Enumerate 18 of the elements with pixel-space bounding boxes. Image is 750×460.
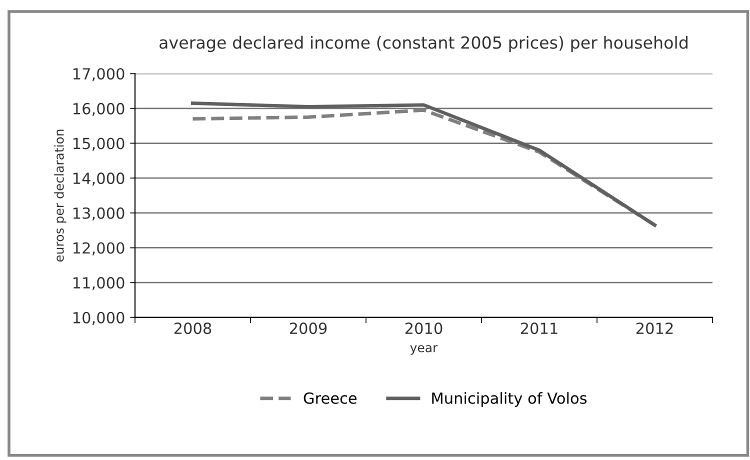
- y-tick-label: 16,000: [74, 102, 124, 116]
- y-tick-label: 15,000: [74, 138, 124, 151]
- y-tick-label: 13,000: [74, 207, 124, 220]
- x-tick-label: 2010: [405, 322, 442, 334]
- y-tick-label: 14,000: [74, 172, 124, 186]
- x-tick-label: 2011: [520, 322, 558, 334]
- y-tick-label: 17,000: [74, 68, 124, 82]
- legend-label: Municipality of Volos: [432, 392, 587, 407]
- chart-title: average declared income (constant 2005 prices) per household: [160, 36, 688, 52]
- x-tick-label: 2009: [290, 322, 327, 334]
- y-tick-label: 11,000: [74, 277, 124, 290]
- x-tick-label: 2012: [636, 322, 673, 334]
- y-tick-label: 12,000: [74, 242, 124, 256]
- y-tick-label: 10,000: [74, 312, 124, 325]
- y-axis-title: euros per declaration: [54, 130, 66, 262]
- legend-label: Greece: [304, 392, 357, 404]
- x-tick-label: 2008: [174, 322, 212, 334]
- x-axis-title: year: [410, 345, 438, 355]
